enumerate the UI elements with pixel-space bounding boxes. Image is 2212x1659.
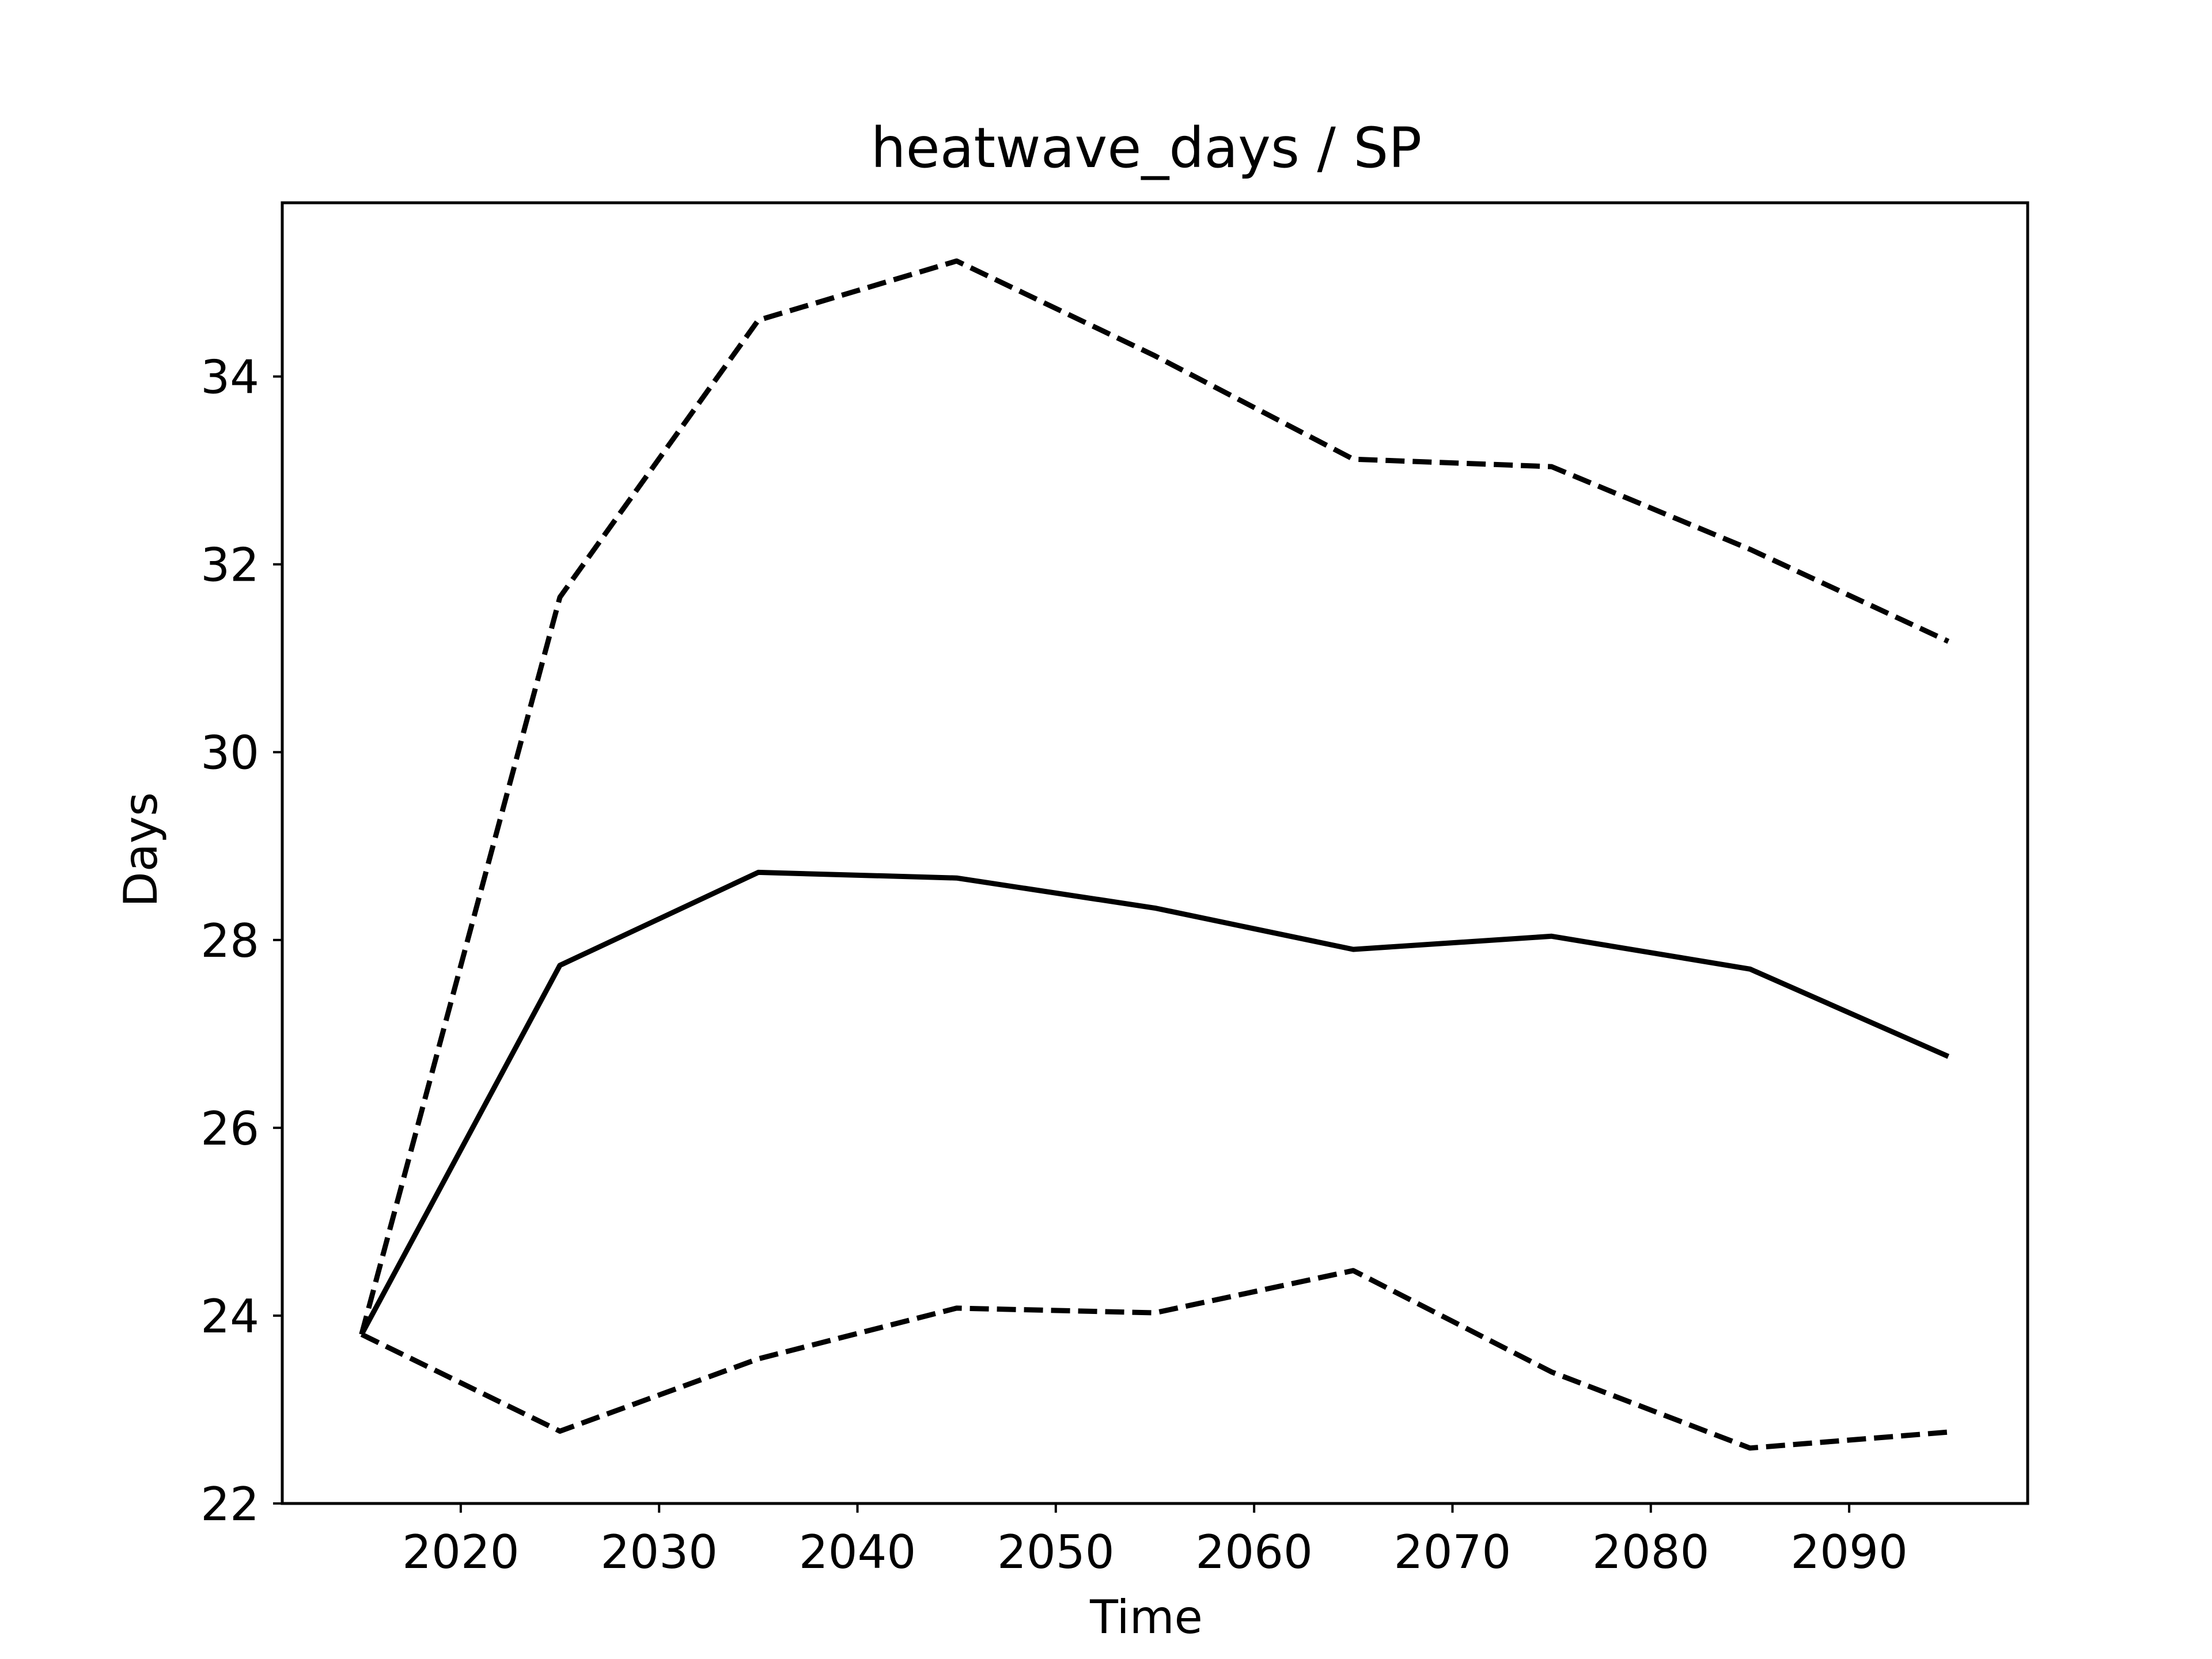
x-axis-ticks: 2020 2030 2040 2050 2060 2070 2080 2090: [402, 1503, 1908, 1579]
x-tick-label: 2030: [600, 1525, 718, 1579]
x-tick-label: 2020: [402, 1525, 520, 1579]
y-tick-label: 28: [200, 914, 259, 968]
y-axis-ticks: 22 24 26 28 30 32 34: [200, 351, 282, 1531]
x-tick-label: 2070: [1394, 1525, 1512, 1579]
y-tick-label: 22: [200, 1478, 259, 1531]
y-tick-label: 34: [200, 351, 259, 404]
x-tick-label: 2050: [997, 1525, 1115, 1579]
plot-area-frame: [281, 201, 2029, 1505]
chart-title: heatwave_days / SP: [871, 116, 1422, 180]
series-layer: [359, 258, 1950, 1451]
y-tick-label: 30: [200, 726, 259, 780]
y-axis-label: Days: [114, 792, 168, 907]
y-tick-label: 26: [200, 1102, 259, 1156]
x-tick-label: 2040: [799, 1525, 916, 1579]
x-axis-label: Time: [1089, 1590, 1203, 1644]
x-tick-label: 2060: [1195, 1525, 1313, 1579]
y-tick-label: 24: [200, 1290, 259, 1343]
series-line-solid-0: [359, 869, 1950, 1336]
x-tick-label: 2080: [1592, 1525, 1710, 1579]
series-line-dashed-1: [359, 258, 1950, 1335]
x-tick-label: 2090: [1790, 1525, 1908, 1579]
y-tick-label: 32: [200, 539, 259, 592]
